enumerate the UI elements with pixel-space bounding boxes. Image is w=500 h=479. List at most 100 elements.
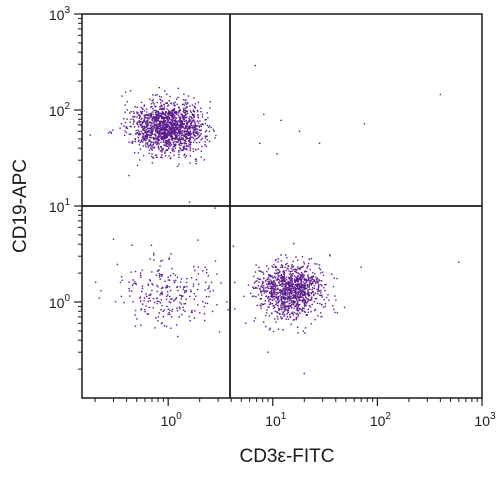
event-point-pop2 (294, 268, 297, 270)
event-point-pop1 (136, 131, 139, 134)
event-point-pop2 (289, 289, 291, 291)
event-point-pop1 (159, 124, 162, 127)
event-point-pop2 (288, 287, 291, 289)
event-point-sparse (112, 238, 115, 240)
event-point-pop1 (142, 134, 144, 136)
event-point-pop1 (192, 119, 195, 121)
event-point-pop1 (161, 111, 164, 113)
event-point-pop2 (304, 293, 307, 295)
event-point-pop1 (147, 127, 149, 130)
event-point-pop2 (296, 296, 299, 298)
event-point-pop2 (277, 299, 279, 301)
event-point-pop1 (150, 144, 152, 146)
event-point-pop2 (309, 268, 311, 271)
event-point-pop1 (134, 140, 137, 143)
event-point-pop1 (146, 123, 149, 126)
event-point-pop1 (143, 110, 146, 112)
event-point-pop2 (311, 303, 313, 306)
event-point-pop3 (168, 311, 170, 314)
event-point-pop3 (180, 294, 182, 297)
event-point-pop2 (276, 301, 278, 304)
event-point-pop2 (292, 295, 295, 297)
event-point-pop2 (294, 291, 297, 294)
event-point-pop2 (297, 292, 300, 294)
event-point-pop1 (185, 125, 187, 128)
event-point-pop3 (182, 306, 184, 309)
event-point-pop2 (320, 280, 323, 282)
event-point-pop1 (143, 116, 146, 118)
event-point-pop3 (189, 320, 191, 322)
event-point-pop2 (324, 289, 326, 292)
event-point-pop1 (142, 141, 144, 143)
event-point-pop2 (271, 291, 273, 293)
event-point-pop1 (182, 126, 185, 128)
event-point-pop3 (161, 287, 163, 289)
event-point-pop2 (272, 293, 274, 295)
event-point-pop1 (175, 111, 177, 113)
event-point-pop1 (188, 117, 190, 119)
event-point-pop2 (305, 314, 307, 316)
event-point-pop2 (273, 305, 275, 307)
event-point-pop2 (310, 296, 313, 299)
event-point-pop1 (155, 130, 157, 133)
event-point-pop2 (260, 298, 263, 300)
event-point-pop2 (288, 276, 290, 279)
event-point-pop1 (175, 131, 178, 134)
event-point-pop1 (132, 115, 135, 118)
event-point-pop1 (197, 113, 199, 116)
event-point-pop1 (166, 102, 168, 104)
event-point-pop2 (317, 286, 320, 289)
event-point-pop2 (300, 274, 302, 277)
event-point-pop2 (274, 310, 276, 312)
event-point-pop2 (287, 265, 289, 267)
x-tick-label-base: 10 (265, 413, 281, 429)
event-point-pop2 (297, 288, 300, 290)
event-point-pop1 (148, 139, 151, 141)
event-point-pop2 (290, 278, 293, 280)
event-point-pop1 (167, 105, 169, 107)
event-point-pop1 (168, 130, 170, 132)
event-point-pop1 (164, 119, 167, 122)
event-point-pop1 (143, 104, 146, 106)
event-point-pop2 (306, 301, 309, 303)
event-point-pop2 (305, 279, 308, 281)
event-point-pop2 (321, 285, 323, 287)
event-point-pop3 (123, 301, 125, 304)
event-point-pop2 (336, 277, 338, 280)
event-point-pop1 (174, 128, 176, 130)
event-point-pop2 (290, 270, 292, 273)
event-point-pop1 (193, 135, 195, 137)
event-point-pop1 (155, 138, 158, 141)
event-point-pop2 (276, 291, 278, 294)
event-point-pop2 (309, 299, 312, 301)
event-point-pop3 (193, 298, 195, 300)
event-point-pop2 (292, 265, 295, 268)
y-tick-label: 103 (49, 5, 71, 23)
event-point-pop1 (146, 142, 149, 144)
event-point-pop2 (296, 299, 298, 301)
event-point-pop2 (277, 272, 280, 275)
event-point-pop2 (303, 263, 306, 265)
event-point-pop2 (298, 291, 301, 293)
event-point-pop2 (267, 277, 270, 279)
event-point-pop1 (162, 148, 164, 150)
event-point-pop2 (301, 289, 303, 292)
event-point-pop1 (177, 129, 180, 131)
event-point-pop2 (243, 295, 245, 298)
event-point-pop3 (175, 297, 178, 299)
event-point-pop1 (157, 145, 160, 147)
event-point-pop1 (191, 136, 193, 139)
event-point-pop1 (153, 138, 155, 141)
event-point-pop2 (273, 285, 275, 287)
event-point-pop1 (181, 137, 183, 140)
event-point-pop1 (176, 133, 179, 135)
event-point-pop1 (158, 132, 160, 134)
event-point-pop2 (283, 308, 285, 311)
event-point-pop2 (304, 278, 306, 280)
event-point-pop2 (254, 280, 257, 283)
event-point-pop1 (162, 111, 164, 114)
event-point-pop1 (153, 109, 155, 112)
event-point-pop1 (163, 126, 165, 129)
event-point-pop1 (188, 139, 190, 142)
x-axis-ticks: 100 101 102 103 (94, 398, 496, 429)
